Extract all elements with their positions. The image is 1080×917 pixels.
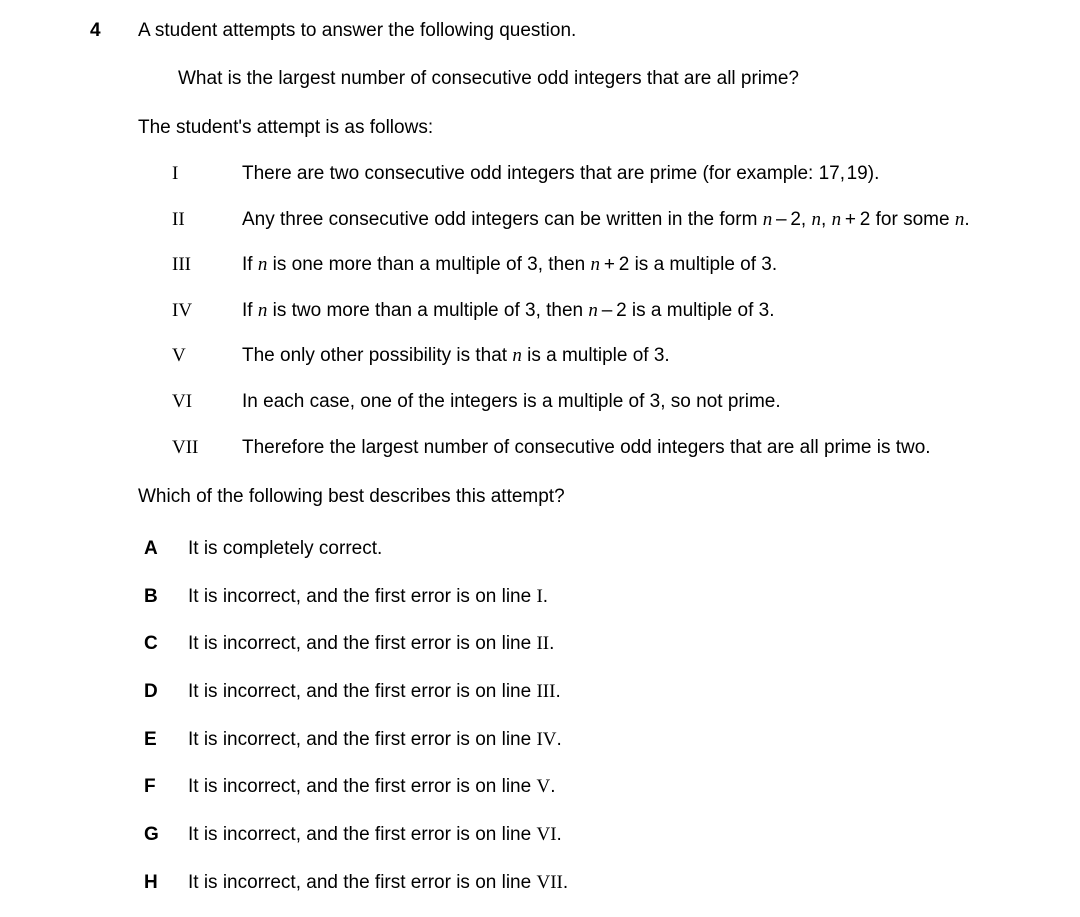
option-letter: F bbox=[138, 774, 188, 800]
step-roman: VII bbox=[138, 435, 242, 461]
step-roman: V bbox=[138, 343, 242, 369]
question-block: 4 A student attempts to answer the follo… bbox=[0, 0, 1080, 917]
step-row: II Any three consecutive odd integers ca… bbox=[138, 207, 1020, 233]
step-text: Any three consecutive odd integers can b… bbox=[242, 207, 1020, 233]
option-letter: A bbox=[138, 536, 188, 562]
option-letter: B bbox=[138, 584, 188, 610]
step-row: VI In each case, one of the integers is … bbox=[138, 389, 1020, 415]
step-roman: I bbox=[138, 161, 242, 187]
step-text: In each case, one of the integers is a m… bbox=[242, 389, 1020, 415]
step-roman: III bbox=[138, 252, 242, 278]
step-row: IV If n is two more than a multiple of 3… bbox=[138, 298, 1020, 324]
steps-list: I There are two consecutive odd integers… bbox=[138, 161, 1020, 460]
step-text: If n is two more than a multiple of 3, t… bbox=[242, 298, 1020, 324]
option-row: G It is incorrect, and the first error i… bbox=[138, 822, 1020, 848]
step-text: Therefore the largest number of consecut… bbox=[242, 435, 1020, 461]
option-letter: E bbox=[138, 727, 188, 753]
option-letter: D bbox=[138, 679, 188, 705]
prompt-text: What is the largest number of consecutiv… bbox=[138, 66, 1020, 92]
option-text: It is incorrect, and the first error is … bbox=[188, 870, 1020, 896]
option-row: E It is incorrect, and the first error i… bbox=[138, 727, 1020, 753]
option-text: It is incorrect, and the first error is … bbox=[188, 679, 1020, 705]
option-row: C It is incorrect, and the first error i… bbox=[138, 631, 1020, 657]
option-letter: C bbox=[138, 631, 188, 657]
step-text: The only other possibility is that n is … bbox=[242, 343, 1020, 369]
question-number: 4 bbox=[90, 18, 138, 44]
option-row: F It is incorrect, and the first error i… bbox=[138, 774, 1020, 800]
attempt-intro: The student's attempt is as follows: bbox=[138, 115, 1020, 141]
step-row: I There are two consecutive odd integers… bbox=[138, 161, 1020, 187]
option-text: It is incorrect, and the first error is … bbox=[188, 631, 1020, 657]
step-roman: VI bbox=[138, 389, 242, 415]
options-list: A It is completely correct. B It is inco… bbox=[138, 536, 1020, 895]
option-row: B It is incorrect, and the first error i… bbox=[138, 584, 1020, 610]
option-letter: H bbox=[138, 870, 188, 896]
option-row: H It is incorrect, and the first error i… bbox=[138, 870, 1020, 896]
step-text: If n is one more than a multiple of 3, t… bbox=[242, 252, 1020, 278]
step-row: V The only other possibility is that n i… bbox=[138, 343, 1020, 369]
option-text: It is incorrect, and the first error is … bbox=[188, 727, 1020, 753]
question-body: A student attempts to answer the followi… bbox=[138, 18, 1020, 917]
option-text: It is incorrect, and the first error is … bbox=[188, 774, 1020, 800]
question-row: 4 A student attempts to answer the follo… bbox=[90, 18, 1020, 917]
step-row: III If n is one more than a multiple of … bbox=[138, 252, 1020, 278]
option-text: It is incorrect, and the first error is … bbox=[188, 584, 1020, 610]
step-roman: II bbox=[138, 207, 242, 233]
option-row: D It is incorrect, and the first error i… bbox=[138, 679, 1020, 705]
step-row: VII Therefore the largest number of cons… bbox=[138, 435, 1020, 461]
option-text: It is incorrect, and the first error is … bbox=[188, 822, 1020, 848]
follow-up-text: Which of the following best describes th… bbox=[138, 484, 1020, 510]
step-roman: IV bbox=[138, 298, 242, 324]
lead-text: A student attempts to answer the followi… bbox=[138, 18, 1020, 44]
step-text: There are two consecutive odd integers t… bbox=[242, 161, 1020, 187]
option-text: It is completely correct. bbox=[188, 536, 1020, 562]
option-row: A It is completely correct. bbox=[138, 536, 1020, 562]
option-letter: G bbox=[138, 822, 188, 848]
